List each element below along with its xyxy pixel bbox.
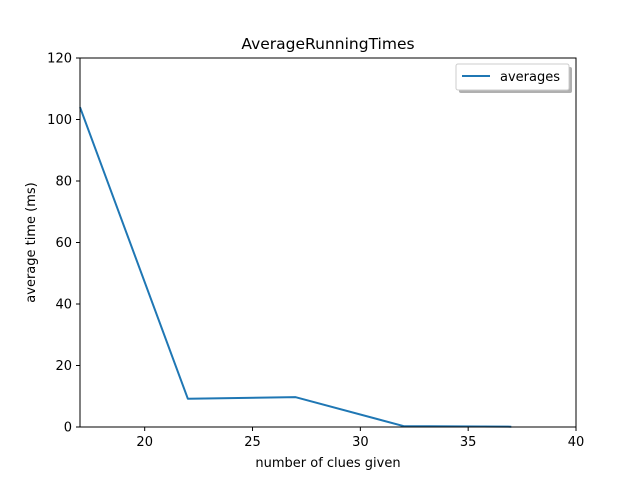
- y-tick-label: 20: [55, 359, 72, 374]
- y-tick-label: 120: [47, 52, 72, 67]
- x-tick-label: 20: [136, 435, 153, 450]
- y-tick-label: 80: [55, 175, 72, 190]
- y-tick-label: 0: [64, 421, 72, 436]
- series-layer: [79, 106, 512, 428]
- x-tick-label: 40: [568, 435, 585, 450]
- y-tick-label: 60: [55, 236, 72, 251]
- legend-label-averages: averages: [500, 70, 560, 85]
- y-axis-ticks: 0 20 40 60 80 100 120: [47, 52, 80, 436]
- legend-box: [455, 63, 570, 91]
- y-tick-label: 40: [55, 298, 72, 313]
- x-tick-label: 30: [352, 435, 369, 450]
- x-tick-label: 35: [460, 435, 477, 450]
- y-axis-label: average time (ms): [24, 182, 39, 302]
- y-tick-label: 100: [47, 113, 72, 128]
- legend: averages: [455, 63, 572, 93]
- chart-title: AverageRunningTimes: [241, 35, 414, 53]
- series-line-averages: [79, 106, 512, 428]
- x-axis-ticks: 20 25 30 35 40: [136, 427, 584, 450]
- x-axis-label: number of clues given: [255, 456, 400, 471]
- x-tick-label: 25: [244, 435, 261, 450]
- plot-frame: [79, 57, 577, 428]
